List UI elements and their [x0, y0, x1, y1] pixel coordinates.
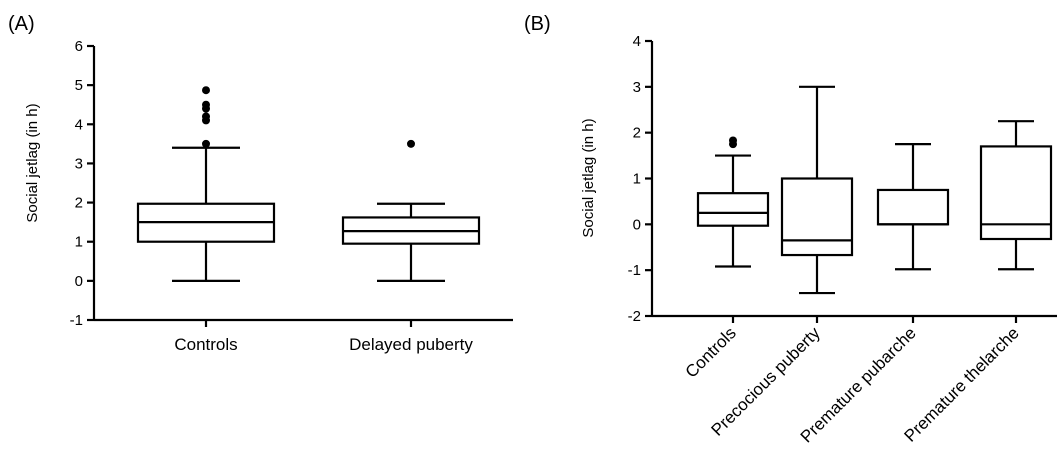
panel-b-y-tick-label: 3	[633, 79, 641, 96]
panel-a-category-label: Controls	[174, 335, 237, 354]
panel-b-box	[696, 192, 770, 227]
panel-b-y-tick-label: 1	[633, 171, 641, 188]
panel-b-y-tick-label: 4	[633, 33, 641, 50]
panel-b-box	[876, 188, 950, 226]
panel-a-y-tick-label: 1	[75, 234, 83, 251]
panel-a-outlier-point	[407, 139, 415, 148]
panel-a-plot: -1 0 1 2 3 4 5 6 Controls Delayed puberty	[70, 38, 513, 354]
panel-b-y-tick-label: -2	[628, 308, 641, 325]
panel-b-y-axis-title: Social jetlag (in h)	[580, 118, 597, 237]
panel-a-outlier-point	[202, 86, 210, 95]
panel-b-y-tick-label: -1	[628, 262, 641, 279]
panel-a-y-tick-label: 4	[75, 116, 83, 133]
panel-a-label: (A)	[8, 13, 35, 35]
panel-b-box	[780, 177, 854, 257]
panel-a-y-tick-label: 6	[75, 38, 83, 55]
panel-a-y-tick-label: 5	[75, 77, 83, 94]
panel-a-outlier-point	[202, 100, 210, 109]
panel-a-y-axis-title: Social jetlag (in h)	[24, 103, 41, 222]
panel-a-outlier-point	[202, 112, 210, 121]
panel-b-y-tick-label: 0	[633, 216, 641, 233]
panel-a-outlier-point	[202, 139, 210, 148]
panel-a-y-tick-label: 0	[75, 273, 83, 290]
panel-a-y-tick-label: -1	[70, 312, 83, 329]
panel-a-y-tick-label: 3	[75, 155, 83, 172]
panel-b-category-label: Premature thelarche	[900, 323, 1022, 445]
panel-b-label: (B)	[524, 13, 551, 35]
panel-a-category-label: Delayed puberty	[349, 335, 473, 354]
panel-b-y-tick-label: 2	[633, 125, 641, 142]
panel-b-outlier-point	[729, 136, 737, 145]
panel-a-y-tick-label: 2	[75, 195, 83, 212]
panel-b-category-label: Controls	[682, 323, 740, 381]
